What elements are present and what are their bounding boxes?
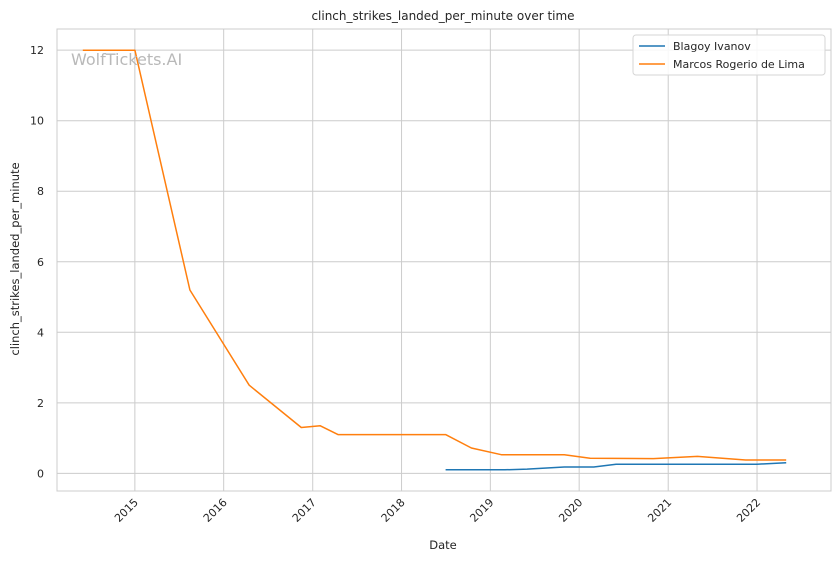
series-line-2 <box>82 49 787 461</box>
y-tick-label: 4 <box>37 326 44 339</box>
y-tick-label: 6 <box>37 256 44 269</box>
series-line-1 <box>445 462 787 471</box>
legend: Blagoy Ivanov Marcos Rogerio de Lima <box>632 34 826 76</box>
x-tick-label: 2016 <box>201 496 230 525</box>
x-tick-label: 2020 <box>556 496 585 525</box>
y-tick-label: 12 <box>30 44 44 57</box>
legend-box <box>632 34 826 76</box>
x-tick-label: 2015 <box>112 496 141 525</box>
legend-entry: Blagoy Ivanov <box>673 40 751 53</box>
x-axis-label: Date <box>429 538 457 552</box>
y-tick-label: 0 <box>37 467 44 480</box>
y-tick-label: 2 <box>37 397 44 410</box>
y-tick-label: 8 <box>37 185 44 198</box>
chart-title: clinch_strikes_landed_per_minute over ti… <box>311 9 574 23</box>
legend-entry: Marcos Rogerio de Lima <box>673 58 805 71</box>
watermark-text: WolfTickets.AI <box>71 50 182 69</box>
x-tick-label: 2021 <box>645 496 674 525</box>
series-layer <box>82 49 787 471</box>
x-tick-label: 2018 <box>379 496 408 525</box>
x-tick-label: 2017 <box>290 496 319 525</box>
x-tick-label: 2022 <box>734 496 763 525</box>
plot-frame <box>56 28 832 492</box>
y-axis-label: clinch_strikes_landed_per_minute <box>8 162 22 355</box>
x-tick-label: 2019 <box>467 496 496 525</box>
y-tick-label: 10 <box>30 115 44 128</box>
grid-lines <box>57 29 831 491</box>
plot-area <box>56 28 832 492</box>
